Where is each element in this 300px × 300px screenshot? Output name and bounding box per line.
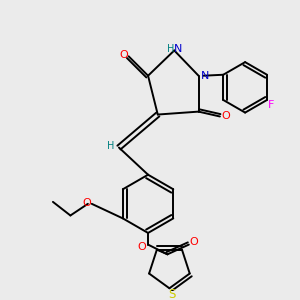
Text: O: O [119,50,128,60]
Text: O: O [189,237,198,247]
Text: H: H [167,44,174,53]
Text: F: F [268,100,274,110]
Text: H: H [107,141,115,151]
Text: O: O [221,112,230,122]
Text: N: N [201,71,209,81]
Text: S: S [169,288,176,300]
Text: N: N [174,44,182,53]
Text: O: O [82,198,91,208]
Text: O: O [137,242,146,251]
